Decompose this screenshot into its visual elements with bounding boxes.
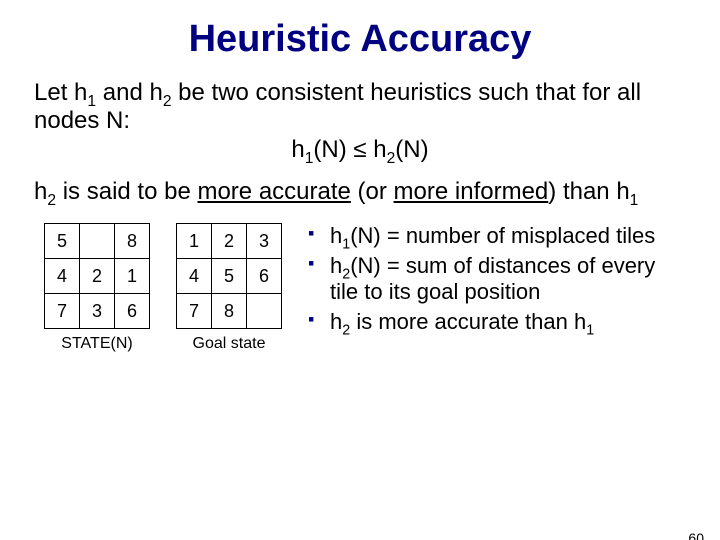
subscript: 2 <box>163 93 172 110</box>
cell: 1 <box>115 259 150 294</box>
subscript: 2 <box>342 323 350 339</box>
list-item: h2 is more accurate than h1 <box>308 309 686 335</box>
state-puzzle-block: 5 8 4 2 1 7 3 6 STATE(N) <box>44 223 150 353</box>
cell: 8 <box>212 294 247 329</box>
text: ) than h <box>548 178 629 205</box>
state-caption: STATE(N) <box>61 335 132 353</box>
text: h <box>330 309 342 334</box>
text: h <box>330 253 342 278</box>
bullet-list: h1(N) = number of misplaced tiles h2(N) … <box>308 223 686 339</box>
cell: 5 <box>212 259 247 294</box>
cell: 4 <box>177 259 212 294</box>
underline-text: more informed <box>394 178 549 205</box>
text: Let h <box>34 79 87 106</box>
cell: 3 <box>247 224 282 259</box>
table-row: 7 3 6 <box>45 294 150 329</box>
slide-title: Heuristic Accuracy <box>0 18 720 61</box>
table-row: 4 2 1 <box>45 259 150 294</box>
table-row: 1 2 3 <box>177 224 282 259</box>
cell: 1 <box>177 224 212 259</box>
slide-body: Let h1 and h2 be two consistent heuristi… <box>0 79 720 205</box>
cell: 5 <box>45 224 80 259</box>
cell <box>80 224 115 259</box>
cell: 2 <box>80 259 115 294</box>
text: (N) = sum of distances of every tile to … <box>330 253 655 304</box>
text: h <box>291 136 304 163</box>
subscript: 1 <box>342 237 350 253</box>
text: h <box>330 223 342 248</box>
cell: 7 <box>177 294 212 329</box>
cell: 6 <box>115 294 150 329</box>
cell: 7 <box>45 294 80 329</box>
table-row: 4 5 6 <box>177 259 282 294</box>
goal-grid: 1 2 3 4 5 6 7 8 <box>176 223 282 329</box>
underline-text: more accurate <box>197 178 350 205</box>
text: (N) <box>395 136 428 163</box>
text: (N) = number of misplaced tiles <box>350 223 655 248</box>
text: is said to be <box>56 178 197 205</box>
text: is more accurate than h <box>350 309 586 334</box>
paragraph-1: Let h1 and h2 be two consistent heuristi… <box>34 79 686 134</box>
cell: 3 <box>80 294 115 329</box>
subscript: 2 <box>47 192 56 209</box>
goal-puzzle-block: 1 2 3 4 5 6 7 8 Goal state <box>176 223 282 353</box>
subscript: 1 <box>586 323 594 339</box>
cell: 4 <box>45 259 80 294</box>
list-item: h2(N) = sum of distances of every tile t… <box>308 253 686 305</box>
cell: 6 <box>247 259 282 294</box>
slide: Heuristic Accuracy Let h1 and h2 be two … <box>0 18 720 540</box>
text: h <box>34 178 47 205</box>
cell: 2 <box>212 224 247 259</box>
inequality-line: h1(N) ≤ h2(N) <box>34 136 686 164</box>
text: and h <box>96 79 163 106</box>
subscript: 1 <box>630 192 639 209</box>
state-grid: 5 8 4 2 1 7 3 6 <box>44 223 150 329</box>
list-item: h1(N) = number of misplaced tiles <box>308 223 686 249</box>
cell: 8 <box>115 224 150 259</box>
conclusion-list: h2 is more accurate than h1 <box>308 309 686 335</box>
lower-row: 5 8 4 2 1 7 3 6 STATE(N) <box>0 223 720 353</box>
text: (N) ≤ h <box>313 136 386 163</box>
table-row: 7 8 <box>177 294 282 329</box>
text: (or <box>351 178 394 205</box>
subscript: 2 <box>387 150 396 167</box>
cell <box>247 294 282 329</box>
page-number: 60 <box>688 530 704 540</box>
table-row: 5 8 <box>45 224 150 259</box>
goal-caption: Goal state <box>193 335 266 353</box>
paragraph-2: h2 is said to be more accurate (or more … <box>34 178 686 206</box>
